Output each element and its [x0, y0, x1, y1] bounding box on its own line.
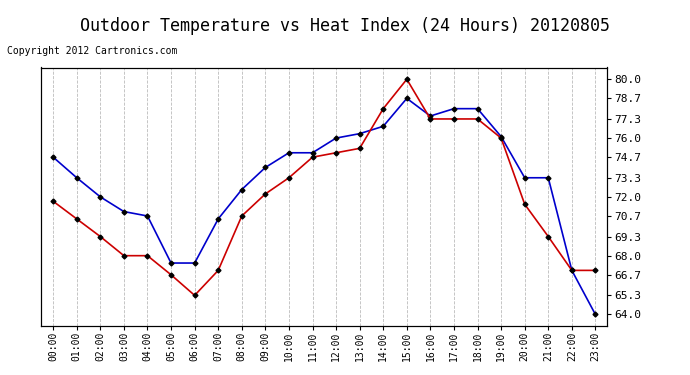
Text: Heat Index  (°F): Heat Index (°F) [417, 44, 504, 52]
Text: Copyright 2012 Cartronics.com: Copyright 2012 Cartronics.com [7, 46, 177, 56]
Text: Temperature  (°F): Temperature (°F) [515, 44, 607, 52]
Text: Outdoor Temperature vs Heat Index (24 Hours) 20120805: Outdoor Temperature vs Heat Index (24 Ho… [80, 17, 610, 35]
